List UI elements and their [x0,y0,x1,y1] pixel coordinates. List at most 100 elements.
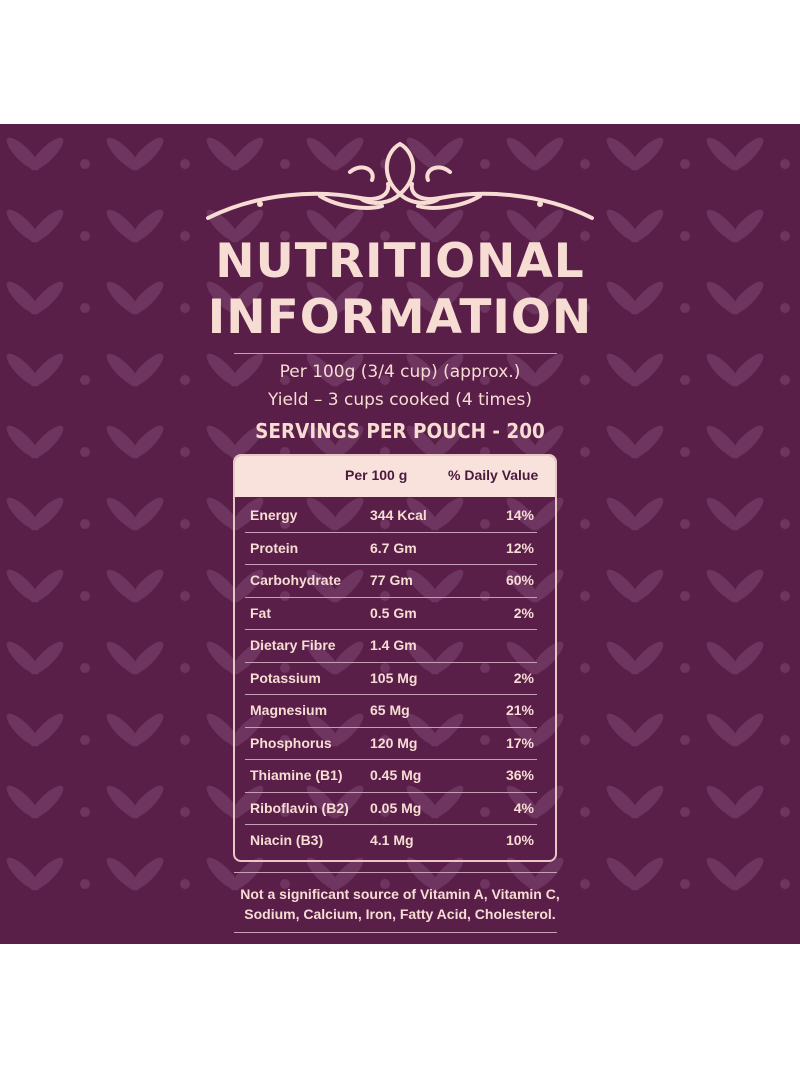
leaf-shape [30,857,64,891]
leaf-shape [6,497,40,531]
table-row: Carbohydrate 77 Gm 60% [245,564,537,598]
pattern-dot [780,303,790,313]
table-row: Riboflavin (B2) 0.05 Mg 4% [245,792,537,825]
pattern-dot [80,735,90,745]
pattern-dot [380,879,390,889]
leaf-shape [506,425,540,459]
leaf-shape [706,425,740,459]
leaf-shape [6,569,40,603]
leaf-shape [330,353,364,387]
table-row: Magnesium 65 Mg 21% [245,694,537,728]
pattern-dot [280,591,290,601]
pattern-dot [680,375,690,385]
pattern-dot [680,447,690,457]
leaf-shape [630,785,664,819]
leaf-shape [230,425,264,459]
pattern-dot [780,159,790,169]
header-per-100g: Per 100 g [345,467,408,483]
leaf-shape [106,281,140,315]
pattern-dot [180,591,190,601]
leaf-shape [230,281,264,315]
leaf-shape [530,353,564,387]
leaf-shape [306,137,340,171]
leaf-shape [706,137,740,171]
pattern-dot [580,447,590,457]
leaf-shape [730,425,764,459]
leaf-shape [706,713,740,747]
leaf-shape [606,353,640,387]
pattern-dot [380,303,390,313]
nutrient-amount: 6.7 Gm [370,539,417,556]
leaf-shape [730,857,764,891]
leaf-shape [630,569,664,603]
pattern-dot [380,519,390,529]
leaf-shape [730,785,764,819]
leaf-shape [330,497,364,531]
nutrient-amount: 105 Mg [370,669,418,686]
nutrient-amount: 77 Gm [370,572,413,588]
leaf-shape [606,785,640,819]
nutrient-daily-value: 14% [505,507,534,523]
leaf-shape [630,425,664,459]
leaf-shape [206,857,240,891]
leaf-shape [130,857,164,891]
pattern-dot [680,663,690,673]
leaf-shape [606,857,640,891]
leaf-shape [306,209,340,243]
pattern-dot [480,519,490,529]
leaf-shape [530,857,564,891]
per-serving-text: Per 100g (3/4 cup) (approx.) [279,362,521,382]
leaf-shape [230,137,264,171]
nutrition-table: Per 100 g % Daily Value Energy 344 Kcal 14… [233,454,557,862]
leaf-shape [30,785,64,819]
nutrient-name: Magnesium [250,702,328,718]
leaf-shape [230,497,264,531]
pattern-dot [780,663,790,673]
leaf-shape [130,569,164,603]
table-header: Per 100 g % Daily Value [235,456,555,497]
leaf-shape [430,857,464,891]
pattern-dot [80,231,90,241]
leaf-shape [606,425,640,459]
leaf-shape [406,713,440,747]
nutrient-daily-value: 2% [513,669,534,686]
pattern-dot [580,519,590,529]
pattern-dot [280,735,290,745]
pattern-dot [480,591,490,601]
divider-top [234,353,557,354]
pattern-dot [580,231,590,241]
yield-text: Yield – 3 cups cooked (4 times) [268,390,532,410]
pattern-dot [780,591,790,601]
leaf-shape [430,425,464,459]
pattern-dot [180,879,190,889]
leaf-shape [330,209,364,243]
leaf-shape [30,425,64,459]
leaf-shape [206,425,240,459]
leaf-shape [430,137,464,171]
leaf-shape [406,137,440,171]
pattern-dot [480,663,490,673]
leaf-shape [430,569,464,603]
leaf-shape [406,857,440,891]
pattern-dot [680,807,690,817]
leaf-shape [106,785,140,819]
leaf-shape [106,569,140,603]
leaf-shape [406,209,440,243]
leaf-shape [530,281,564,315]
nutrient-name: Thiamine (B1) [250,767,343,783]
leaf-shape [730,353,764,387]
leaf-shape [630,497,664,531]
leaf-shape [230,353,264,387]
leaf-shape [506,137,540,171]
leaf-shape [330,785,364,819]
nutrient-name: Riboflavin (B2) [250,799,349,816]
leaf-shape [306,425,340,459]
pattern-dot [180,303,190,313]
pattern-dot [580,159,590,169]
pattern-dot [80,159,90,169]
pattern-dot [580,663,590,673]
leaf-shape [330,713,364,747]
leaf-shape [506,569,540,603]
leaf-shape [130,425,164,459]
leaf-shape [130,281,164,315]
